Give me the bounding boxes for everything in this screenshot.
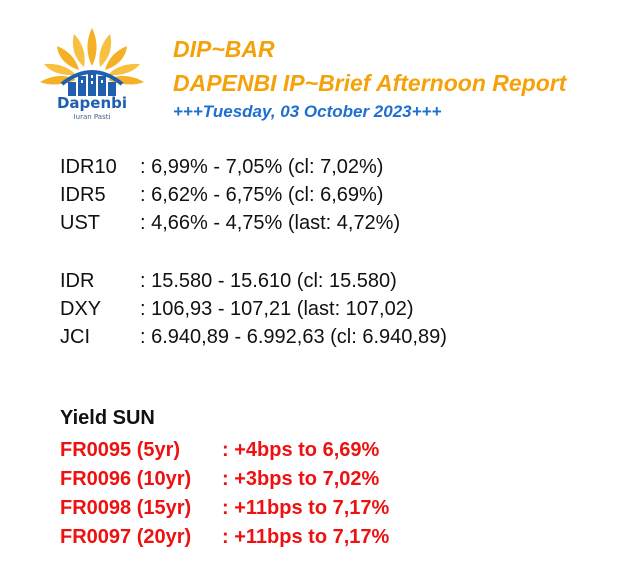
yield-section-title: Yield SUN xyxy=(60,407,155,429)
yield-code: FR0098 (15yr) xyxy=(60,497,192,519)
yield-code: FR0095 (5yr) xyxy=(60,439,181,461)
yield-change: : +3bps to 7,02% xyxy=(222,468,380,490)
rate-label: UST xyxy=(60,212,100,234)
market-label: DXY xyxy=(60,298,102,320)
rate-value: : 6,62% - 6,75% (cl: 6,69%) xyxy=(140,184,384,206)
market-value: : 106,93 - 107,21 (last: 107,02) xyxy=(140,298,414,320)
report-subtitle: DAPENBI IP~Brief Afternoon Report xyxy=(173,70,567,96)
rate-value: : 6,99% - 7,05% (cl: 7,02%) xyxy=(140,156,384,178)
market-value: : 15.580 - 15.610 (cl: 15.580) xyxy=(140,270,397,292)
logo-tagline: Iuran Pasti xyxy=(73,113,111,121)
yield-change: : +11bps to 7,17% xyxy=(222,526,390,548)
report-date: +++Tuesday, 03 October 2023+++ xyxy=(173,102,442,121)
logo-brand-text: Dapenbi xyxy=(56,94,128,112)
market-value: : 6.940,89 - 6.992,63 (cl: 6.940,89) xyxy=(140,326,447,348)
yield-change: : +4bps to 6,69% xyxy=(222,439,380,461)
rate-label: IDR5 xyxy=(60,184,106,206)
yield-change: : +11bps to 7,17% xyxy=(222,497,390,519)
market-label: JCI xyxy=(60,326,90,348)
sun-buildings-logo-icon xyxy=(40,28,144,96)
report-title: DIP~BAR xyxy=(173,36,275,62)
yield-code: FR0097 (20yr) xyxy=(60,526,192,548)
dapenbi-logo: Dapenbi Iuran Pasti xyxy=(26,24,158,130)
yield-code: FR0096 (10yr) xyxy=(60,468,192,490)
rate-value: : 4,66% - 4,75% (last: 4,72%) xyxy=(140,212,401,234)
market-label: IDR xyxy=(60,270,95,292)
rate-label: IDR10 xyxy=(60,156,117,178)
